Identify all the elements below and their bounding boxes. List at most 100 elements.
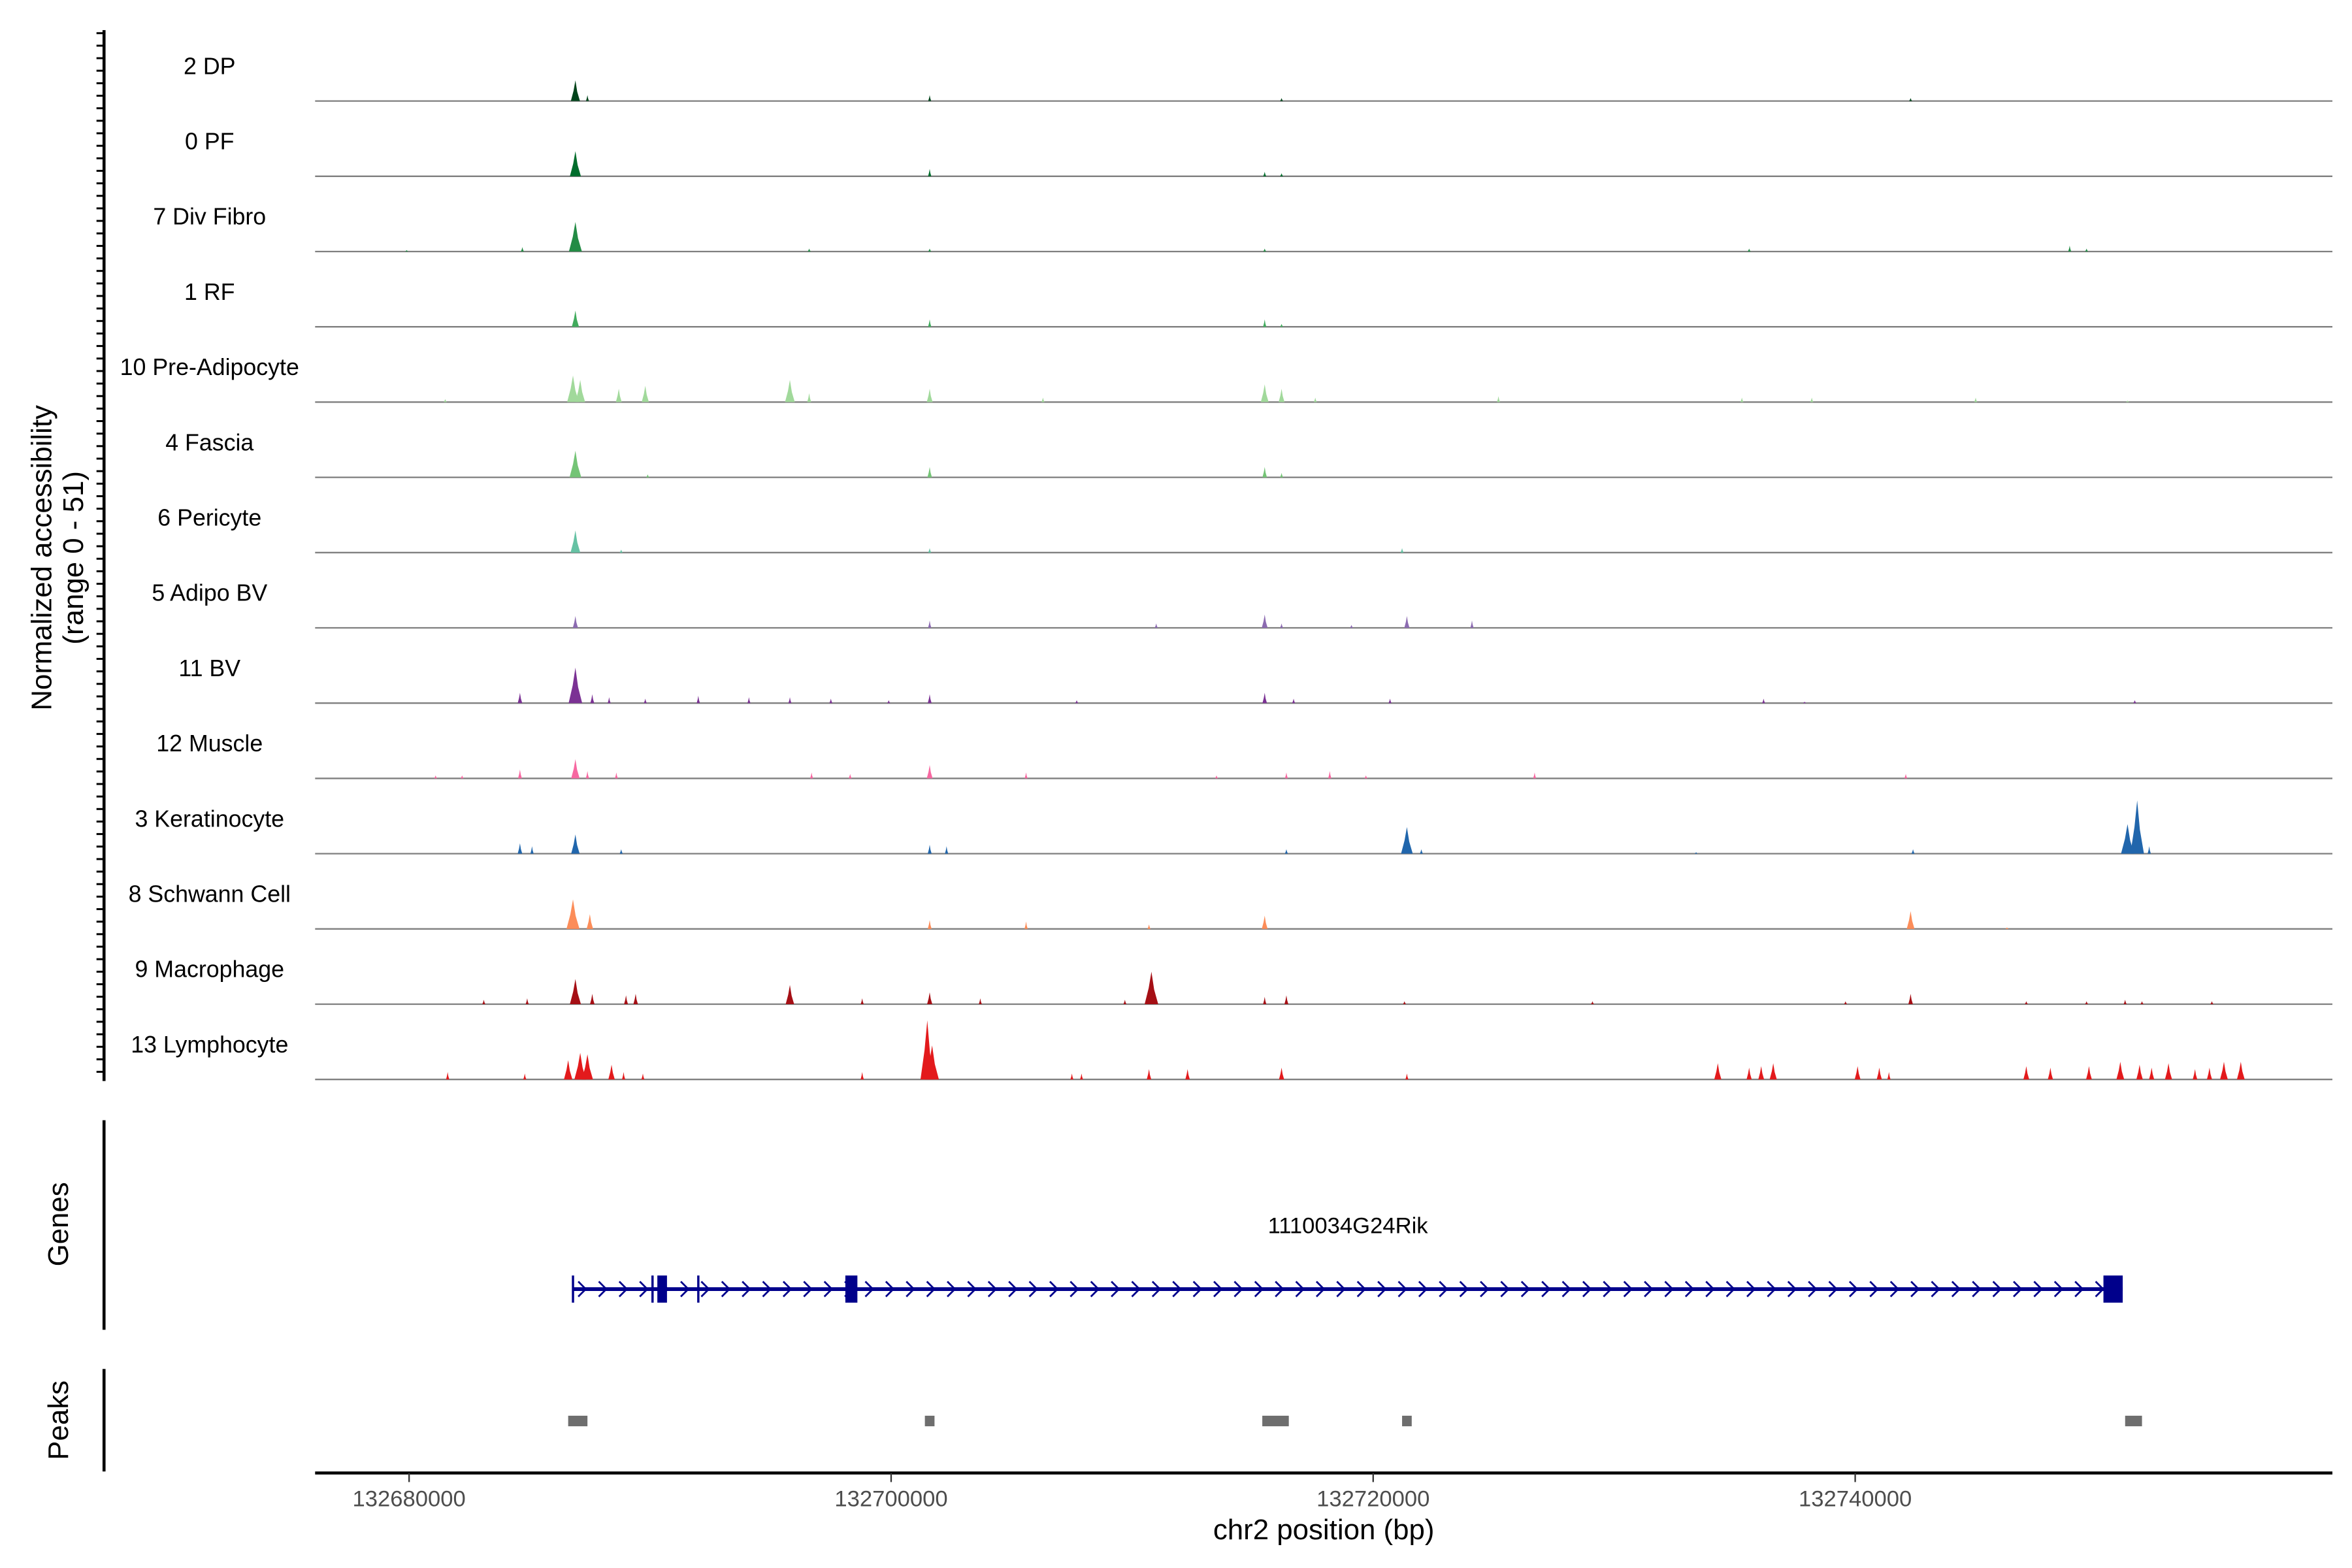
track-label: 6 Pericyte: [157, 504, 261, 531]
x-axis-ticks: 132680000 132700000 132720000 132740000: [353, 1473, 1912, 1511]
strand-arrow-icon: [1377, 1281, 1387, 1298]
x-axis-tick-label: 132680000: [353, 1486, 466, 1511]
peak-region: [1402, 1415, 1412, 1427]
strand-arrow-icon: [1520, 1281, 1531, 1298]
coverage-peak: [1854, 1066, 1861, 1080]
strand-arrow-icon: [1746, 1281, 1756, 1298]
coverage-peak: [1694, 852, 1698, 854]
coverage-peak: [585, 95, 589, 101]
coverage-peak: [928, 920, 932, 929]
coverage-peak: [2193, 1069, 2198, 1080]
track-2-dp: 2 DP: [184, 53, 2332, 102]
coverage-peak: [608, 697, 611, 704]
coverage-peak: [2133, 700, 2136, 704]
coverage-peak: [574, 1053, 587, 1080]
coverage-peak: [622, 1071, 625, 1080]
coverage-peak: [2068, 245, 2072, 252]
x-axis-tick-label: 132720000: [1316, 1486, 1429, 1511]
coverage-peak: [1904, 774, 1908, 779]
coverage-peak: [1401, 826, 1413, 854]
coverage-peak: [569, 450, 581, 478]
strand-arrow-icon: [1848, 1281, 1859, 1298]
strand-arrow-icon: [1787, 1281, 1797, 1298]
coverage-peak: [523, 1073, 527, 1080]
gene-model: [572, 1275, 2123, 1303]
coverage-peak: [517, 693, 523, 704]
coverage-peak: [887, 700, 890, 704]
coverage-peak: [1844, 1001, 1848, 1005]
track-7-div-fibro: 7 Div Fibro: [153, 204, 2332, 253]
strand-arrow-icon: [1418, 1281, 1428, 1298]
peak-region: [924, 1415, 935, 1427]
track-label: 8 Schwann Cell: [129, 881, 291, 907]
coverage-peak: [1714, 1063, 1722, 1080]
strand-arrow-icon: [742, 1281, 751, 1298]
coverage-peak: [615, 389, 622, 402]
coverage-peak: [2121, 824, 2134, 854]
strand-arrow-icon: [1008, 1281, 1018, 1298]
coverage-peak: [1292, 698, 1296, 704]
y-axis-minor-ticks: [96, 32, 105, 1073]
coverage-peak: [785, 985, 794, 1005]
strand-arrow-icon: [2095, 1281, 2105, 1298]
coverage-peak: [1024, 921, 1028, 929]
coverage-peak: [860, 1071, 864, 1080]
coverage-peak: [1974, 397, 1978, 402]
track-label: 9 Macrophage: [135, 956, 284, 983]
strand-arrow-icon: [1951, 1281, 1961, 1298]
strand-arrow-icon: [1992, 1281, 2002, 1298]
coverage-peak: [566, 899, 580, 929]
coverage-peak: [641, 1073, 645, 1080]
strand-arrow-icon: [782, 1281, 792, 1298]
coverage-peak: [1280, 472, 1283, 478]
coverage-peak: [979, 998, 982, 1005]
strand-arrow-icon: [926, 1281, 936, 1298]
track-1-rf: 1 RF: [184, 279, 2332, 328]
strand-arrow-icon: [1869, 1281, 1879, 1298]
strand-arrow-icon: [1356, 1281, 1367, 1298]
coverage-peak: [2210, 1001, 2213, 1005]
strand-arrow-icon: [1725, 1281, 1736, 1298]
coverage-peak: [2220, 1062, 2228, 1080]
strand-arrow-icon: [762, 1281, 772, 1298]
coverage-peak: [1313, 397, 1317, 402]
track-label: 5 Adipo BV: [152, 580, 267, 606]
y-axis-range: (range 0 - 51): [57, 471, 90, 645]
coverage-peak: [2148, 846, 2151, 854]
y-axis: Normalized accessibility (range 0 - 51): [25, 30, 106, 1081]
coverage-peak: [928, 169, 932, 176]
strand-arrow-icon: [885, 1281, 895, 1298]
y-axis-title: Normalized accessibility: [25, 405, 57, 711]
strand-arrow-icon: [700, 1281, 710, 1298]
coverage-peak: [1147, 924, 1151, 929]
peak-region: [2125, 1415, 2142, 1427]
x-axis-tick-label: 132700000: [834, 1486, 947, 1511]
coverage-peak: [928, 248, 932, 252]
coverage-peak: [1280, 623, 1283, 629]
coverage-peak: [696, 695, 700, 704]
coverage-peak: [646, 474, 649, 478]
strand-arrow-icon: [618, 1281, 629, 1298]
coverage-peak: [926, 389, 933, 402]
strand-arrow-icon: [1049, 1281, 1059, 1298]
strand-arrow-icon: [1213, 1281, 1223, 1298]
coverage-peak: [1769, 1063, 1777, 1080]
track-9-macrophage: 9 Macrophage: [135, 956, 2332, 1005]
coverage-peak: [570, 979, 581, 1005]
coverage-peak: [1262, 466, 1267, 478]
track-label: 2 DP: [184, 53, 235, 79]
coverage-peak: [619, 849, 623, 854]
strand-arrow-icon: [2053, 1281, 2064, 1298]
strand-arrow-icon: [1684, 1281, 1695, 1298]
coverage-peak: [2005, 927, 2009, 929]
track-label: 12 Muscle: [156, 730, 263, 757]
coverage-peak: [521, 247, 524, 252]
coverage-peak: [2023, 1066, 2029, 1080]
coverage-peak: [1470, 620, 1474, 629]
coverage-peak: [644, 698, 647, 704]
track-11-bv: 11 BV: [178, 655, 2332, 704]
coverage-peak: [927, 466, 932, 478]
coverage-peak: [2164, 1063, 2172, 1080]
track-label: 4 Fascia: [165, 429, 253, 455]
coverage-peak: [615, 772, 618, 779]
